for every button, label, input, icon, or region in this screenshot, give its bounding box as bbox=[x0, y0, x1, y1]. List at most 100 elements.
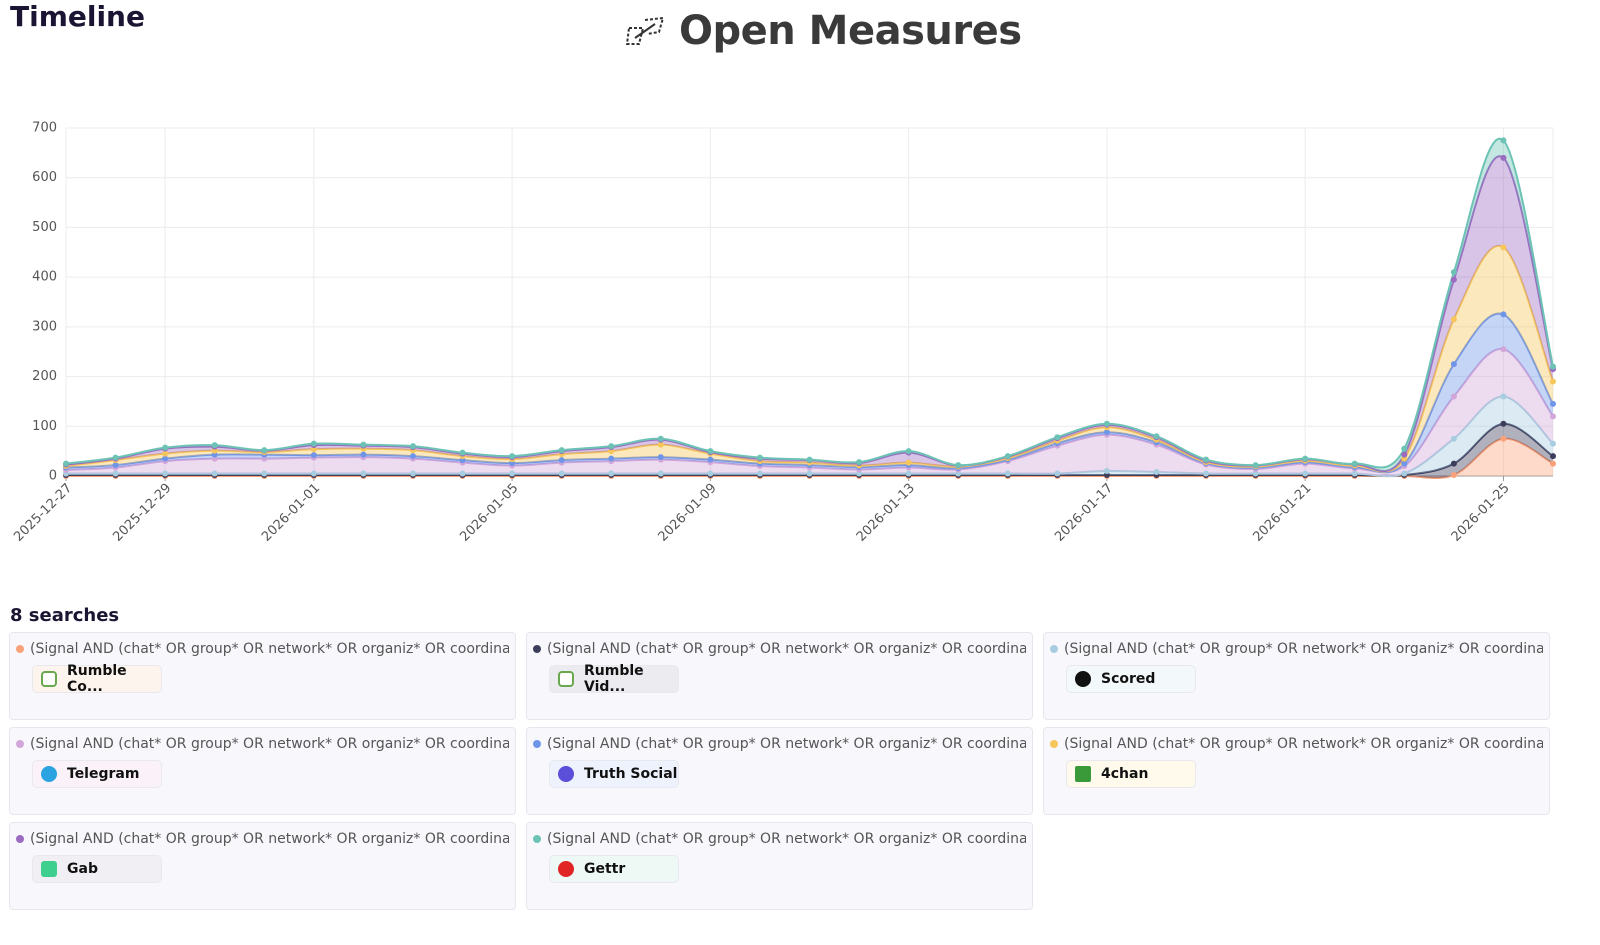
data-point bbox=[1103, 468, 1110, 475]
series-area bbox=[66, 348, 1553, 477]
data-point bbox=[162, 455, 169, 462]
x-tick-label: 2026-01-25 bbox=[1449, 481, 1513, 545]
platform-icon bbox=[558, 766, 574, 782]
legend-dot bbox=[16, 835, 24, 843]
platform-icon bbox=[558, 671, 574, 687]
data-point bbox=[955, 462, 962, 469]
data-point bbox=[162, 450, 169, 457]
data-point bbox=[657, 454, 664, 461]
legend-dot bbox=[533, 835, 541, 843]
series-area bbox=[66, 138, 1553, 472]
data-point bbox=[1450, 269, 1457, 276]
x-tick-label: 2026-01-05 bbox=[457, 481, 521, 545]
data-point bbox=[905, 448, 912, 455]
data-point bbox=[63, 460, 69, 467]
brand-name: Open Measures bbox=[679, 8, 1022, 54]
search-card[interactable]: (Signal AND (chat* OR group* OR network*… bbox=[526, 727, 1033, 815]
plot-area bbox=[65, 127, 1554, 477]
data-point bbox=[1450, 472, 1457, 479]
search-card[interactable]: (Signal AND (chat* OR group* OR network*… bbox=[1043, 727, 1550, 815]
platform-chip[interactable]: Truth Social bbox=[549, 760, 679, 788]
y-tick-label: 500 bbox=[32, 220, 57, 235]
x-tick-label: 2026-01-17 bbox=[1052, 481, 1116, 545]
data-point bbox=[1500, 154, 1507, 161]
chart: 0 100 200 300 400 500 600 700 2025-12-27 2025-12-… bbox=[11, 121, 1556, 545]
legend-dot bbox=[1050, 740, 1058, 748]
data-point bbox=[1054, 434, 1061, 441]
legend-dot bbox=[16, 645, 24, 653]
data-point bbox=[1401, 451, 1408, 458]
legend-dot bbox=[533, 740, 541, 748]
data-point bbox=[509, 453, 516, 460]
data-point bbox=[1351, 470, 1358, 477]
platform-name: Rumble Co... bbox=[67, 663, 127, 695]
platform-chip[interactable]: Rumble Co... bbox=[32, 663, 162, 695]
data-point bbox=[112, 462, 119, 469]
data-point bbox=[211, 442, 218, 449]
search-query: (Signal AND (chat* OR group* OR network*… bbox=[547, 641, 1026, 657]
data-point bbox=[409, 470, 416, 477]
x-tick-label: 2026-01-13 bbox=[854, 481, 918, 545]
data-point bbox=[211, 470, 218, 477]
platform-chip[interactable]: Gettr bbox=[549, 855, 679, 883]
series-line bbox=[65, 137, 1554, 469]
data-point bbox=[1550, 440, 1556, 447]
data-point bbox=[756, 470, 763, 477]
data-point bbox=[1252, 470, 1259, 477]
platform-icon bbox=[1075, 671, 1091, 687]
search-card[interactable]: (Signal AND (chat* OR group* OR network*… bbox=[526, 632, 1033, 720]
data-point bbox=[707, 456, 714, 463]
data-point bbox=[657, 470, 664, 477]
search-card[interactable]: (Signal AND (chat* OR group* OR network*… bbox=[526, 822, 1033, 910]
data-point bbox=[707, 448, 714, 455]
y-tick-label: 0 bbox=[49, 469, 57, 484]
data-point bbox=[1500, 393, 1507, 400]
platform-chip[interactable]: Scored bbox=[1066, 665, 1196, 693]
search-query-row: (Signal AND (chat* OR group* OR network*… bbox=[16, 641, 509, 657]
data-point bbox=[360, 451, 367, 458]
data-point bbox=[1401, 445, 1408, 452]
search-query: (Signal AND (chat* OR group* OR network*… bbox=[30, 641, 509, 657]
data-point bbox=[112, 454, 119, 461]
data-point bbox=[905, 459, 912, 466]
platform-name: 4chan bbox=[1101, 766, 1149, 782]
platform-chip[interactable]: Gab bbox=[32, 855, 162, 883]
search-card[interactable]: (Signal AND (chat* OR group* OR network*… bbox=[9, 632, 516, 720]
platform-name: Scored bbox=[1101, 671, 1156, 687]
data-point bbox=[261, 470, 268, 477]
data-point bbox=[1500, 435, 1507, 442]
search-query: (Signal AND (chat* OR group* OR network*… bbox=[30, 736, 509, 752]
platform-chip[interactable]: Telegram bbox=[32, 760, 162, 788]
data-point bbox=[1450, 276, 1457, 283]
x-tick-label: 2026-01-21 bbox=[1250, 481, 1314, 545]
data-point bbox=[1054, 470, 1061, 477]
data-point bbox=[1153, 433, 1160, 440]
search-query: (Signal AND (chat* OR group* OR network*… bbox=[1064, 736, 1543, 752]
legend-dot bbox=[533, 645, 541, 653]
data-point bbox=[806, 470, 813, 477]
platform-icon bbox=[41, 671, 57, 687]
platform-name: Gettr bbox=[584, 861, 626, 877]
data-point bbox=[112, 470, 119, 477]
search-query: (Signal AND (chat* OR group* OR network*… bbox=[547, 831, 1026, 847]
y-tick-label: 200 bbox=[32, 369, 57, 384]
data-point bbox=[608, 470, 615, 477]
platform-name: Rumble Vid... bbox=[584, 663, 644, 695]
data-point bbox=[1153, 469, 1160, 476]
platform-chip[interactable]: Rumble Vid... bbox=[549, 663, 679, 695]
data-point bbox=[1550, 400, 1556, 407]
data-point bbox=[1252, 462, 1259, 469]
x-tick-label: 2026-01-01 bbox=[259, 481, 323, 545]
data-point bbox=[360, 441, 367, 448]
data-point bbox=[1450, 361, 1457, 368]
data-point bbox=[1500, 244, 1507, 251]
data-point bbox=[1500, 346, 1507, 353]
data-point bbox=[1550, 363, 1556, 370]
search-card[interactable]: (Signal AND (chat* OR group* OR network*… bbox=[1043, 632, 1550, 720]
platform-chip[interactable]: 4chan bbox=[1066, 760, 1196, 788]
data-point bbox=[657, 435, 664, 442]
search-card[interactable]: (Signal AND (chat* OR group* OR network*… bbox=[9, 727, 516, 815]
search-card[interactable]: (Signal AND (chat* OR group* OR network*… bbox=[9, 822, 516, 910]
search-query-row: (Signal AND (chat* OR group* OR network*… bbox=[16, 736, 509, 752]
